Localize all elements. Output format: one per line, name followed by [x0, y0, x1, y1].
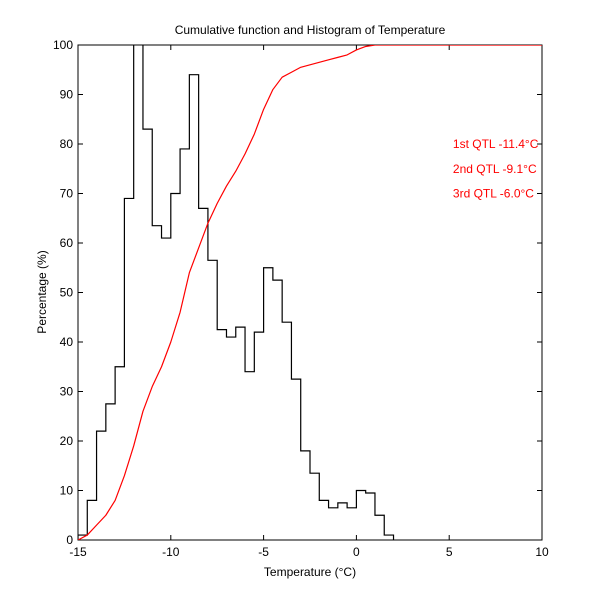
- y-tick-label-4: 40: [60, 335, 74, 349]
- y-tick-label-10: 100: [53, 38, 73, 52]
- annotations: 1st QTL -11.4°C 2nd QTL -9.1°C 3rd QTL -6.…: [453, 137, 539, 201]
- x-tick-label-1: -10: [162, 545, 180, 559]
- chart-title: Cumulative function and Histogram of Tem…: [175, 23, 446, 37]
- y-tick-label-5: 50: [60, 286, 74, 300]
- y-axis-label: Percentage (%): [35, 250, 49, 333]
- cumulative-line: [78, 45, 542, 540]
- data-marks: [78, 45, 542, 540]
- x-tick-label-4: 5: [446, 545, 453, 559]
- y-tick-label-2: 20: [60, 434, 74, 448]
- x-tick-label-3: 0: [353, 545, 360, 559]
- y-tick-label-7: 70: [60, 187, 74, 201]
- y-tick-label-6: 60: [60, 236, 74, 250]
- quartile-label-1: 1st QTL -11.4°C: [453, 137, 539, 151]
- y-tick-label-9: 90: [60, 88, 74, 102]
- quartile-label-3: 3rd QTL -6.0°C: [453, 187, 534, 201]
- x-tick-label-5: 10: [535, 545, 549, 559]
- x-tick-label-2: -5: [258, 545, 269, 559]
- y-tick-label-1: 10: [60, 484, 74, 498]
- x-axis-label: Temperature (°C): [264, 565, 356, 579]
- quartile-label-2: 2nd QTL -9.1°C: [453, 162, 537, 176]
- y-tick-label-3: 30: [60, 385, 74, 399]
- histogram-line: [78, 45, 395, 540]
- x-tick-label-0: -15: [69, 545, 87, 559]
- y-tick-label-0: 0: [66, 533, 73, 547]
- y-tick-label-8: 80: [60, 137, 74, 151]
